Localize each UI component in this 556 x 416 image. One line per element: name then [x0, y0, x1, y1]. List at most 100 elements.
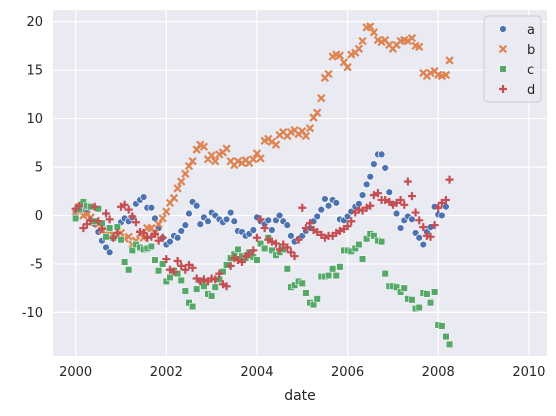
- point-c: [147, 242, 155, 251]
- x-tick-label: 2010: [512, 365, 545, 380]
- point-d: [245, 250, 254, 259]
- point-b: [366, 22, 375, 31]
- point-d: [283, 243, 292, 252]
- point-c: [72, 214, 80, 222]
- point-c: [415, 303, 423, 312]
- point-a: [147, 204, 156, 212]
- point-d: [105, 215, 114, 224]
- point-c: [166, 273, 174, 282]
- point-d: [150, 229, 159, 238]
- point-b: [188, 157, 197, 166]
- legend-marker-d: [499, 85, 507, 93]
- point-c: [181, 287, 189, 295]
- point-c: [378, 238, 386, 246]
- point-d: [256, 215, 265, 224]
- data-points: [71, 22, 454, 348]
- point-b: [199, 142, 209, 151]
- x-axis-ticks: 2000 2002 2004 2006 2008 2010: [59, 365, 545, 380]
- y-tick-label: -10: [22, 306, 43, 321]
- point-a: [151, 214, 159, 223]
- legend-box: [483, 15, 542, 103]
- point-b: [305, 124, 315, 133]
- point-a: [105, 248, 114, 256]
- point-d: [343, 222, 352, 231]
- y-tick-label: 10: [26, 112, 43, 127]
- point-a: [385, 188, 393, 196]
- point-a: [181, 221, 190, 229]
- point-b: [343, 63, 352, 72]
- y-tick-label: -5: [30, 257, 43, 272]
- point-d: [392, 198, 401, 207]
- point-a: [419, 240, 427, 249]
- x-tick-label: 2002: [150, 365, 183, 380]
- point-c: [400, 284, 408, 292]
- point-a: [324, 202, 333, 210]
- point-c: [381, 270, 389, 278]
- point-b: [162, 207, 171, 216]
- point-c: [200, 282, 208, 290]
- y-tick-label: 15: [26, 64, 43, 79]
- y-tick-label: 0: [35, 209, 43, 224]
- point-c: [351, 244, 359, 252]
- point-d: [426, 232, 435, 241]
- point-c: [370, 232, 378, 240]
- point-a: [249, 226, 258, 234]
- series-d: [71, 175, 454, 291]
- point-b: [354, 44, 364, 53]
- point-d: [335, 226, 344, 235]
- point-b: [317, 94, 326, 103]
- point-d: [301, 224, 310, 233]
- point-b: [271, 140, 281, 149]
- point-a: [321, 195, 329, 203]
- point-a: [139, 193, 148, 201]
- point-c: [438, 322, 446, 330]
- point-d: [113, 228, 122, 237]
- point-b: [369, 28, 379, 37]
- point-d: [430, 221, 439, 230]
- point-d: [158, 233, 167, 242]
- point-a: [173, 234, 182, 242]
- point-c: [155, 267, 163, 275]
- point-a: [177, 227, 185, 235]
- point-b: [207, 151, 216, 160]
- point-a: [222, 215, 231, 224]
- point-c: [431, 288, 439, 296]
- y-tick-label: 20: [26, 15, 43, 30]
- point-d: [90, 202, 99, 211]
- plot-area: [53, 10, 547, 356]
- point-d: [358, 206, 367, 215]
- point-c: [268, 246, 276, 254]
- point-c: [234, 245, 242, 253]
- point-c: [159, 260, 167, 268]
- point-d: [249, 246, 258, 255]
- point-a: [381, 164, 389, 172]
- point-c: [128, 246, 136, 254]
- point-d: [396, 195, 405, 204]
- point-a: [377, 150, 386, 159]
- point-d: [177, 261, 186, 270]
- point-a: [408, 215, 416, 224]
- point-d: [366, 201, 375, 210]
- x-axis-title: date: [284, 388, 316, 404]
- point-a: [442, 203, 450, 211]
- point-b: [415, 42, 424, 52]
- point-a: [313, 212, 321, 221]
- point-d: [162, 255, 171, 264]
- point-d: [305, 219, 314, 228]
- point-d: [124, 205, 133, 214]
- point-c: [261, 244, 269, 252]
- point-d: [165, 265, 174, 274]
- point-d: [415, 216, 424, 225]
- point-a: [226, 208, 235, 217]
- point-d: [97, 225, 106, 234]
- point-b: [154, 220, 163, 229]
- legend-marker-b: [498, 44, 508, 54]
- point-c: [283, 265, 291, 273]
- point-d: [441, 195, 450, 204]
- point-d: [181, 265, 190, 274]
- point-d: [298, 203, 307, 212]
- x-tick-label: 2006: [331, 365, 364, 380]
- point-b: [407, 33, 417, 43]
